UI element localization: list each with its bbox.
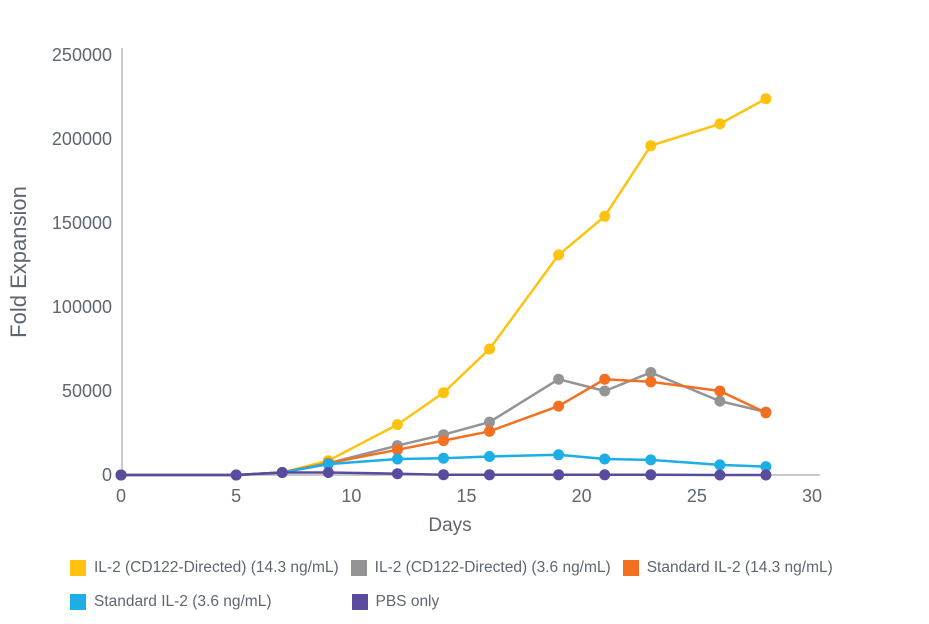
data-point [391,419,403,431]
x-axis-title: Days [428,515,471,536]
series-line [121,471,766,477]
chart: 0 50000 100000 150000 200000 250000 0 5 10 15 20 2… [6,45,833,610]
series-line [121,97,767,477]
data-point [645,376,657,388]
data-point [714,395,726,407]
legend: IL-2 (CD122-Directed) (14.3 ng/mL) IL-2 … [70,556,929,624]
legend-item: PBS only [351,593,440,611]
legend-label: IL-2 (CD122-Directed) (14.3 ng/mL) [94,559,339,576]
data-point [553,449,565,461]
y-tick-label: 50000 [62,381,112,401]
data-point [599,385,611,397]
data-point [438,469,449,481]
legend-label: IL-2 (CD122-Directed) (3.6 ng/mL) [374,559,611,576]
x-tick-labels: 0 5 10 15 20 25 30 [116,486,822,506]
data-point [230,469,242,481]
data-point [484,425,495,437]
legend-swatch [622,560,639,576]
data-point [760,461,772,473]
data-point [438,452,449,464]
y-tick-label: 100000 [52,297,112,317]
legend-label: Standard IL-2 (3.6 ng/mL) [94,593,272,610]
legend-swatch [350,560,367,576]
data-point [599,469,611,481]
data-point [553,469,565,481]
y-tick-label: 250000 [52,45,112,65]
legend-item: IL-2 (CD122-Directed) (3.6 ng/mL) [350,559,611,577]
legend-label: PBS only [375,593,440,610]
data-point [553,249,565,261]
data-point [714,385,726,397]
y-tick-label: 0 [102,465,112,485]
series-layer [115,93,772,481]
data-point [760,407,772,419]
data-point [322,467,334,478]
data-point [553,373,565,385]
data-point [714,469,726,481]
x-tick-label: 10 [341,486,361,506]
data-point [599,210,611,222]
y-axis-title: Fold Expansion [6,186,31,338]
data-point [322,458,334,470]
data-point [115,469,127,481]
x-tick-label: 20 [572,486,592,506]
series-1 [115,93,772,481]
data-point [391,468,403,480]
legend-swatch [70,594,86,610]
x-tick-label: 15 [456,486,476,506]
x-tick-label: 0 [116,486,126,506]
data-point [391,453,403,465]
data-point [484,343,495,355]
x-tick-label: 30 [802,486,822,506]
data-point [645,469,657,481]
data-point [484,469,495,481]
legend-item: IL-2 (CD122-Directed) (14.3 ng/mL) [70,559,339,577]
data-point [760,93,772,105]
legend-row-1: IL-2 (CD122-Directed) (14.3 ng/mL) IL-2 … [70,556,929,580]
series-5 [115,467,772,481]
y-tick-label: 200000 [52,129,112,149]
y-tick-labels: 0 50000 100000 150000 200000 250000 [52,45,112,485]
y-tick-label: 150000 [52,213,112,233]
legend-row-2: Standard IL-2 (3.6 ng/mL) PBS only [70,590,929,614]
x-tick-label: 5 [231,486,241,506]
data-point [438,435,449,447]
data-point [484,451,495,462]
legend-item: Standard IL-2 (3.6 ng/mL) [70,593,272,611]
data-point [599,373,611,385]
data-point [599,453,611,465]
data-point [645,367,657,378]
data-point [484,416,495,428]
data-point [553,400,565,412]
data-point [714,459,726,471]
data-point [760,469,772,481]
legend-swatch [351,594,368,610]
data-point [714,118,726,130]
data-point [645,140,657,152]
chart-canvas: 0 50000 100000 150000 200000 250000 0 5 10 15 20 2… [6,45,822,536]
legend-swatch [70,560,86,576]
legend-label: Standard IL-2 (14.3 ng/mL) [646,559,833,576]
data-point [438,387,449,399]
data-point [276,467,288,478]
legend-item: Standard IL-2 (14.3 ng/mL) [622,559,833,577]
data-point [391,444,403,456]
data-point [645,454,657,466]
x-tick-label: 25 [687,486,707,506]
